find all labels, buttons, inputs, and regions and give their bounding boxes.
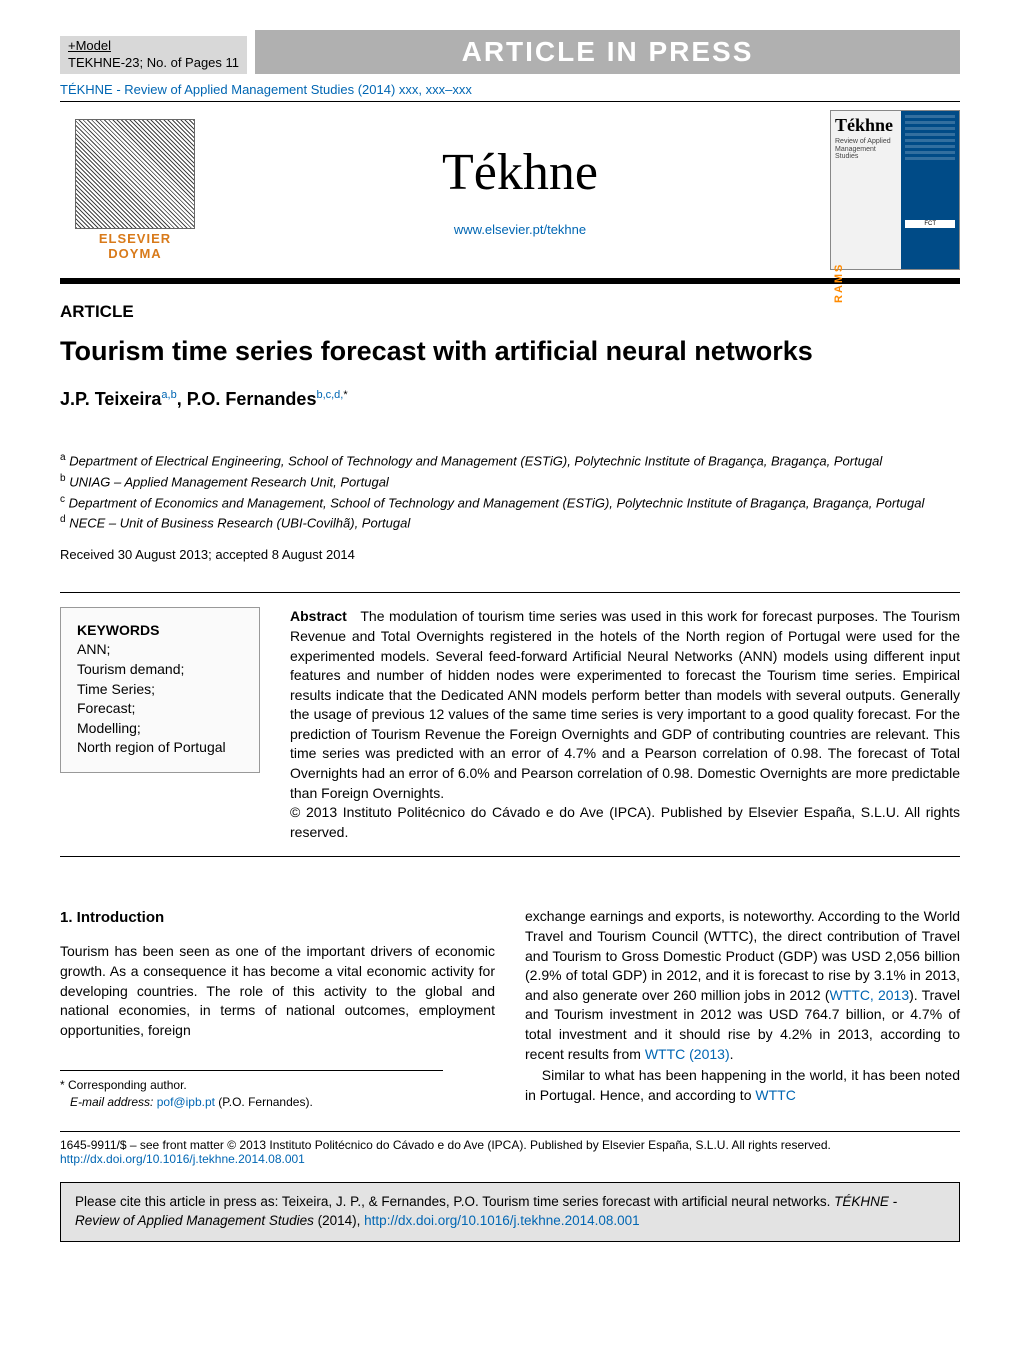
column-right: exchange earnings and exports, is notewo… — [525, 907, 960, 1111]
journal-url-link[interactable]: www.elsevier.pt/tekhne — [454, 222, 586, 237]
corresponding-mark[interactable]: * — [343, 389, 347, 401]
intro-p2-c: . — [730, 1046, 734, 1062]
abstract-copyright: © 2013 Instituto Politécnico do Cávado e… — [290, 804, 960, 840]
author-2-name: P.O. Fernandes — [187, 389, 317, 409]
doyma-text: DOYMA — [108, 246, 161, 261]
body-columns: 1. Introduction Tourism has been seen as… — [60, 907, 960, 1111]
model-line2: TEKHNE-23; No. of Pages 11 — [68, 55, 239, 72]
doi-link[interactable]: http://dx.doi.org/10.1016/j.tekhne.2014.… — [60, 1152, 305, 1166]
rule-thick — [60, 278, 960, 284]
author-1-affil-sup[interactable]: a,b — [161, 389, 176, 401]
affil-mark-c: c — [60, 494, 65, 505]
affiliation-b: b UNIAG – Applied Management Research Un… — [60, 471, 960, 492]
abstract-text-block: Abstract The modulation of tourism time … — [290, 593, 960, 856]
email-tail: (P.O. Fernandes). — [215, 1095, 313, 1109]
cite-lead: Please cite this article in press as: Te… — [75, 1194, 834, 1209]
journal-reference-line: TÉKHNE - Review of Applied Management St… — [60, 82, 960, 97]
abstract-body: The modulation of tourism time series wa… — [290, 608, 960, 800]
page: +Model TEKHNE-23; No. of Pages 11 ARTICL… — [0, 0, 1020, 1262]
cite-wttc-c[interactable]: WTTC — [755, 1087, 795, 1103]
keyword-5: Modelling; — [77, 719, 243, 739]
cite-doi-link[interactable]: http://dx.doi.org/10.1016/j.tekhne.2014.… — [364, 1213, 639, 1228]
cover-fct-badge: FCT — [905, 220, 955, 228]
intro-paragraph-1: Tourism has been seen as one of the impo… — [60, 942, 495, 1040]
cite-wttc-2013-a[interactable]: WTTC, 2013 — [830, 987, 910, 1003]
affil-mark-d: d — [60, 514, 66, 525]
intro-paragraph-2: exchange earnings and exports, is notewo… — [525, 907, 960, 1064]
article-in-press-banner: ARTICLE IN PRESS — [255, 30, 960, 74]
email-link[interactable]: pof@ipb.pt — [157, 1095, 215, 1109]
footer-block: 1645-9911/$ – see front matter © 2013 In… — [60, 1131, 960, 1166]
affil-mark-b: b — [60, 473, 66, 484]
column-left: 1. Introduction Tourism has been seen as… — [60, 907, 495, 1111]
elsevier-doyma-text: ELSEVIER DOYMA — [99, 231, 171, 261]
abstract-block: KEYWORDS ANN; Tourism demand; Time Serie… — [60, 592, 960, 857]
intro-p3-a: Similar to what has been happening in th… — [525, 1067, 960, 1103]
corresponding-line: * Corresponding author. — [60, 1077, 443, 1094]
email-label: E-mail address: — [70, 1095, 153, 1109]
affiliation-a: a Department of Electrical Engineering, … — [60, 450, 960, 471]
affil-text-c: Department of Economics and Management, … — [69, 495, 925, 510]
cover-right-panel: FCT — [901, 111, 959, 269]
elsevier-text: ELSEVIER — [99, 231, 171, 246]
article-title: Tourism time series forecast with artifi… — [60, 336, 960, 367]
journal-logo-text: Tékhne — [210, 143, 830, 202]
corresponding-email-line: E-mail address: pof@ipb.pt (P.O. Fernand… — [60, 1094, 443, 1111]
rule-thin — [60, 101, 960, 102]
article-type-label: ARTICLE — [60, 302, 960, 322]
authors-line: J.P. Teixeiraa,b, P.O. Fernandesb,c,d,* — [60, 389, 960, 410]
cover-rams-block: RAMS — [835, 161, 897, 311]
section-1-heading: 1. Introduction — [60, 907, 495, 928]
cite-year: (2014), — [314, 1213, 364, 1228]
cover-left-panel: Tékhne Review of Applied Management Stud… — [831, 111, 901, 269]
cover-decor-lines — [905, 115, 955, 160]
affiliations-block: a Department of Electrical Engineering, … — [60, 450, 960, 533]
keyword-2: Tourism demand; — [77, 660, 243, 680]
cover-title: Tékhne — [835, 115, 897, 136]
author-2-affil-sup[interactable]: b,c,d, — [316, 389, 343, 401]
intro-paragraph-3: Similar to what has been happening in th… — [525, 1066, 960, 1105]
affiliation-d: d NECE – Unit of Business Research (UBI-… — [60, 512, 960, 533]
keywords-heading: KEYWORDS — [77, 622, 243, 638]
keywords-box: KEYWORDS ANN; Tourism demand; Time Serie… — [60, 607, 260, 773]
affil-text-d: NECE – Unit of Business Research (UBI-Co… — [69, 516, 410, 531]
affil-mark-a: a — [60, 452, 66, 463]
cover-subtitle: Review of Applied Management Studies — [835, 138, 897, 161]
keyword-1: ANN; — [77, 640, 243, 660]
elsevier-tree-icon — [75, 119, 195, 229]
please-cite-box: Please cite this article in press as: Te… — [60, 1182, 960, 1242]
journal-ref-link[interactable]: TÉKHNE - Review of Applied Management St… — [60, 82, 472, 97]
journal-banner: ELSEVIER DOYMA Tékhne www.elsevier.pt/te… — [60, 106, 960, 274]
corr-label: Corresponding author. — [68, 1078, 187, 1092]
cite-wttc-2013-b[interactable]: WTTC (2013) — [645, 1046, 730, 1062]
abstract-label: Abstract — [290, 608, 347, 624]
header-bar: +Model TEKHNE-23; No. of Pages 11 ARTICL… — [60, 30, 960, 74]
affil-text-a: Department of Electrical Engineering, Sc… — [69, 453, 882, 468]
keyword-4: Forecast; — [77, 699, 243, 719]
model-line1: +Model — [68, 38, 239, 55]
journal-title-block: Tékhne www.elsevier.pt/tekhne — [210, 143, 830, 237]
publisher-logo-block: ELSEVIER DOYMA — [60, 119, 210, 261]
author-1-name: J.P. Teixeira — [60, 389, 161, 409]
model-box: +Model TEKHNE-23; No. of Pages 11 — [60, 36, 247, 74]
affiliation-c: c Department of Economics and Management… — [60, 492, 960, 513]
journal-cover-thumbnail: Tékhne Review of Applied Management Stud… — [830, 110, 960, 270]
corresponding-author-block: * Corresponding author. E-mail address: … — [60, 1070, 443, 1111]
issn-copyright-line: 1645-9911/$ – see front matter © 2013 In… — [60, 1138, 831, 1152]
keyword-3: Time Series; — [77, 680, 243, 700]
cover-rams-text: RAMS — [833, 263, 845, 303]
keyword-6: North region of Portugal — [77, 738, 243, 758]
affil-text-b: UNIAG – Applied Management Research Unit… — [69, 474, 389, 489]
corr-mark: * — [60, 1078, 65, 1092]
article-dates: Received 30 August 2013; accepted 8 Augu… — [60, 547, 960, 562]
